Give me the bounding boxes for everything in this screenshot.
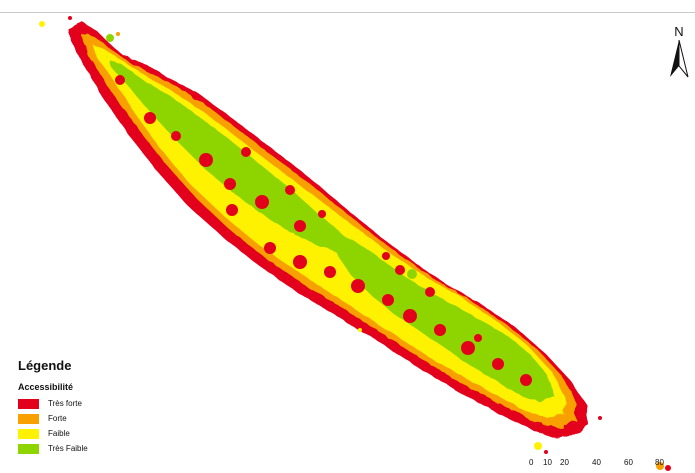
legend-item-faible: Faible <box>18 426 198 441</box>
scale-tick: 10 <box>543 458 552 467</box>
legend-label: Faible <box>48 429 70 438</box>
legend-label: Forte <box>48 414 67 423</box>
north-arrow-icon <box>670 40 689 78</box>
legend-item-tres-forte: Très forte <box>18 396 198 411</box>
north-label: N <box>674 24 684 39</box>
north-arrow: N <box>666 24 692 80</box>
scale-tick: 40 <box>592 458 601 467</box>
legend-swatch <box>18 398 39 409</box>
legend-item-tres-faible: Très Faible <box>18 441 198 456</box>
legend-swatch <box>18 428 39 439</box>
scale-tick: 80 <box>655 458 664 467</box>
legend-swatch <box>18 413 39 424</box>
legend-item-forte: Forte <box>18 411 198 426</box>
scale-tick: 20 <box>560 458 569 467</box>
legend-subtitle: Accessibilité <box>18 382 74 392</box>
legend-label: Très forte <box>48 399 82 408</box>
legend-title: Légende <box>18 358 72 373</box>
hotspots <box>115 75 532 386</box>
islets <box>39 16 671 471</box>
scale-bar: 0 10 20 40 60 80 <box>524 458 684 472</box>
legend-swatch <box>18 443 39 454</box>
zone-tres-faible <box>108 58 352 254</box>
legend: Légende Accessibilité Très forte Forte F… <box>18 358 198 456</box>
scale-tick: 0 <box>529 458 534 467</box>
legend-label: Très Faible <box>48 444 88 453</box>
frame-border <box>0 12 695 13</box>
scale-tick: 60 <box>624 458 633 467</box>
